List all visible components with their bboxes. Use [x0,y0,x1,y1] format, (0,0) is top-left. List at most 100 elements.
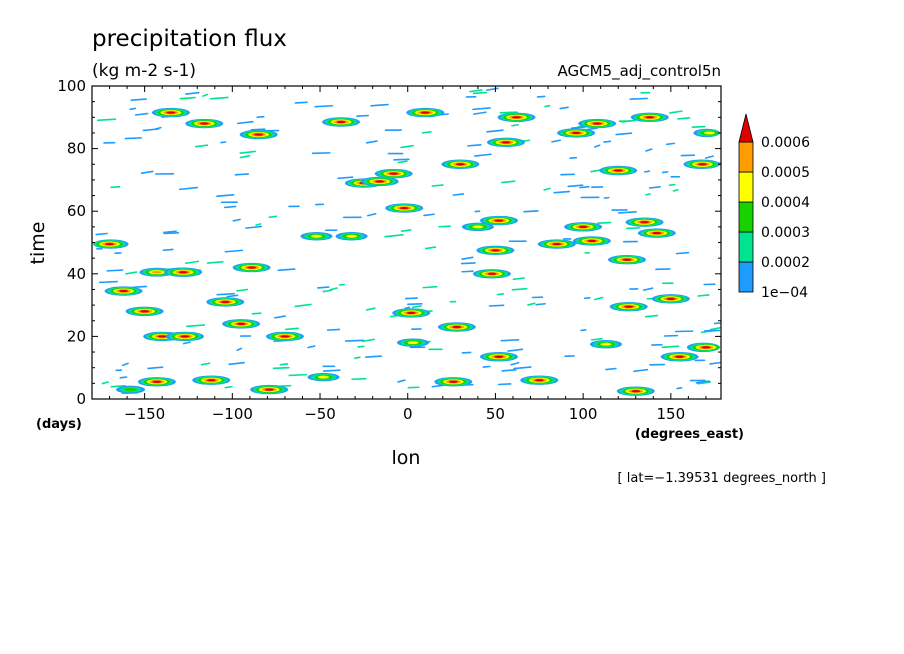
weak-precip-streak [162,248,174,252]
precip-feature [686,342,721,353]
weak-precip-streak [122,362,129,367]
precip-feature [461,222,494,232]
colorbar-swatch [738,141,754,173]
weak-precip-streak [467,143,482,147]
weak-precip-streak [232,218,241,222]
weak-precip-streak [239,150,256,154]
weak-precip-streak [695,380,711,384]
weak-precip-streak [551,139,561,143]
weak-precip-streak [364,355,383,358]
y-axis-label: time [27,222,49,265]
weak-precip-streak [316,286,330,289]
contour-level-6 [613,169,623,172]
latitude-annotation: [ lat=−1.39531 degrees_north ] [618,471,826,486]
weak-precip-streak [186,324,206,328]
weak-precip-streak [423,213,435,217]
x-tick-label: −50 [304,405,336,423]
weak-precip-streak [393,158,410,161]
contour-level-6 [220,300,230,304]
precip-feature [572,236,611,246]
weak-precip-streak [279,363,289,366]
weak-precip-streak [98,280,119,284]
precip-feature [434,377,473,387]
weak-precip-streak [424,246,437,250]
weak-precip-streak [472,91,488,95]
precip-feature [139,267,175,277]
precip-feature [396,338,429,347]
weak-precip-streak [644,314,659,318]
contour-level-6 [452,325,462,329]
weak-precip-streak [294,303,312,308]
contour-level-6 [157,335,167,338]
weak-precip-streak [535,302,546,306]
weak-precip-streak [404,297,419,300]
weak-precip-streak [268,215,278,219]
contour-level-6 [206,379,216,382]
precip-feature [476,245,515,256]
weak-precip-streak [645,193,651,196]
contour-level-6 [236,322,246,326]
contour-level-4 [703,131,715,135]
weak-precip-streak [294,101,308,104]
weak-precip-streak [234,173,250,176]
weak-precip-streak [669,110,683,114]
x-unit-label: (degrees_east) [635,427,744,442]
contour-level-6 [501,141,511,144]
weak-precip-streak [182,341,191,345]
contour-level-6 [487,272,497,275]
weak-precip-streak [239,154,251,159]
weak-precip-streak [474,153,492,157]
weak-precip-streak [194,144,209,148]
weak-precip-streak [178,186,199,191]
weak-precip-streak [400,229,412,232]
precip-feature [437,322,476,332]
weak-precip-streak [228,361,245,366]
weak-precip-streak [553,190,571,194]
weak-precip-streak [697,294,710,297]
x-tick-label: 100 [569,405,598,423]
contour-level-6 [697,163,708,166]
weak-precip-streak [472,107,491,111]
precip-feature [406,107,445,118]
weak-precip-streak [527,302,536,306]
y-tick-label: 40 [67,265,86,283]
weak-precip-streak [200,362,211,366]
weak-precip-streak [469,89,483,93]
weak-precip-streak [125,271,138,275]
y-tick-label: 60 [67,202,86,220]
colorbar-label: 1e−04 [761,285,808,301]
colorbar-swatch [738,201,754,233]
y-tick-label: 0 [76,390,86,408]
weak-precip-streak [163,230,177,234]
weak-precip-streak [461,270,474,273]
weak-precip-streak [596,221,612,225]
contour-level-6 [280,335,290,338]
weak-precip-streak [250,128,266,131]
precip-feature [607,255,646,265]
weak-precip-streak [621,119,636,123]
contour-level-6 [666,297,676,301]
contour-level-6 [375,180,385,183]
x-axis-label: lon [392,447,421,469]
weak-precip-streak [134,112,149,116]
weak-precip-streak [307,345,316,349]
contour-level-4 [317,375,330,379]
contour-level-6 [652,231,662,235]
weak-precip-streak [397,160,408,164]
precip-feature [609,301,648,312]
weak-precip-streak [501,180,516,184]
weak-precip-streak [236,347,243,352]
contour-level-6 [571,131,581,135]
weak-precip-streak [184,91,200,95]
weak-precip-streak [497,383,512,386]
weak-precip-streak [407,302,423,306]
precip-feature [185,118,224,129]
colorbar-swatch [738,261,754,293]
weak-precip-streak [605,367,617,371]
weak-precip-streak [544,104,551,108]
precip-feature [300,232,333,241]
precip-feature [479,215,518,226]
contour-level-6 [247,266,257,269]
precip-feature [322,117,361,127]
weak-precip-streak [147,366,164,370]
